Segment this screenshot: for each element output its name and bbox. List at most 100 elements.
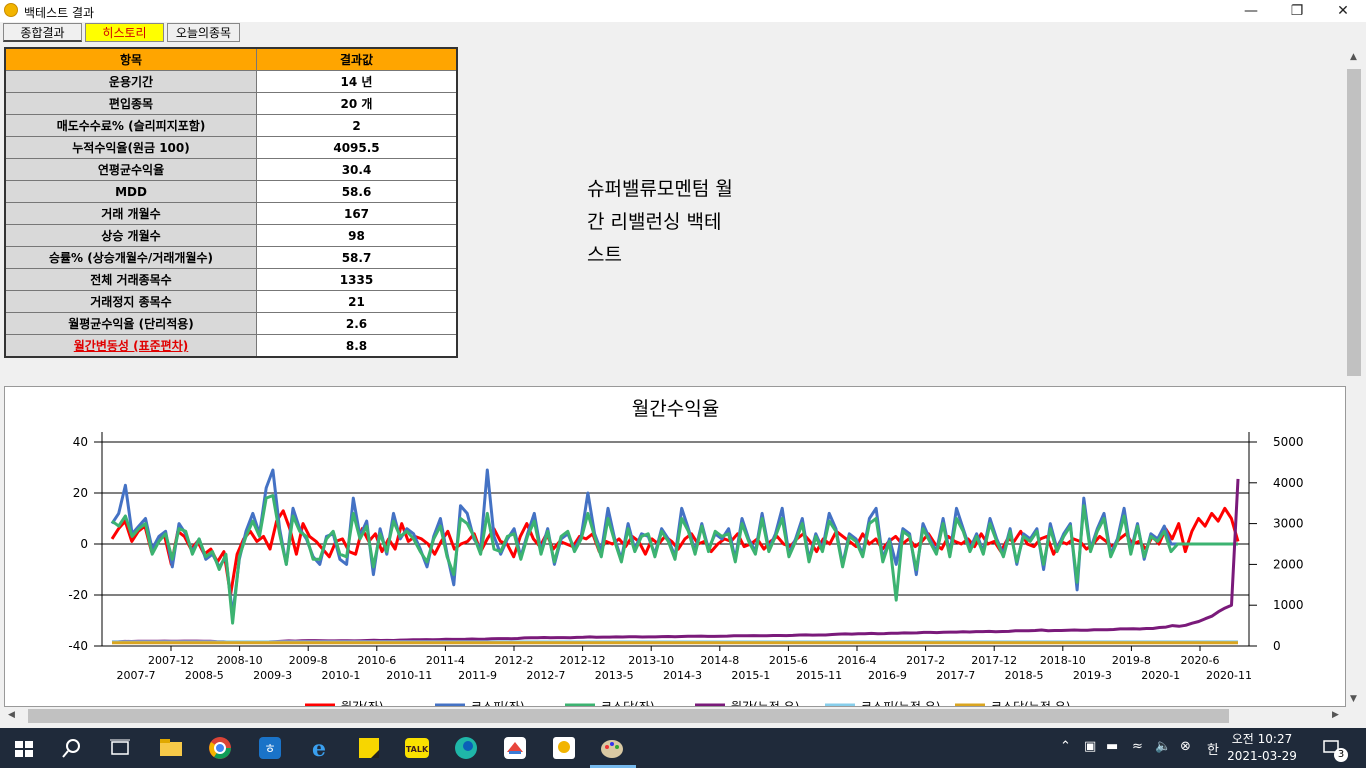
hancom-icon[interactable]: ㅎ	[256, 734, 284, 762]
paint-icon[interactable]	[598, 734, 626, 762]
x-tick-label: 2015-11	[796, 669, 842, 682]
x-tick-label: 2015-6	[769, 654, 808, 667]
row-key: 거래 개월수	[4, 202, 257, 225]
row-key: 편입종목	[4, 92, 257, 115]
x-tick-label: 2013-5	[595, 669, 634, 682]
legend-label: 코스피(좌)	[471, 700, 525, 706]
table-row: 상승 개월수 98	[4, 224, 458, 247]
notification-icon[interactable]	[1322, 738, 1342, 758]
kakaotalk-icon[interactable]: TALK	[403, 734, 431, 762]
x-tick-label: 2012-12	[560, 654, 606, 667]
tab-summary[interactable]: 종합결과	[3, 23, 82, 42]
legend-label: 코스피(누적,우)	[861, 700, 940, 706]
x-tick-label: 2015-1	[731, 669, 770, 682]
y-tick-label-left: 0	[80, 537, 88, 551]
clock[interactable]: 오전 10:27 2021-03-29	[1226, 731, 1298, 765]
volume-icon[interactable]: 🔈	[1155, 739, 1172, 754]
ime-indicator[interactable]: 한	[1207, 743, 1219, 758]
x-tick-label: 2011-4	[426, 654, 465, 667]
chart-svg: 월간수익율 40 20 0 -20 -40 5000 4000 3000 2000 1000 0 200…	[68, 398, 1304, 706]
sticky-notes-icon[interactable]	[355, 734, 383, 762]
svg-text:e: e	[312, 736, 326, 762]
x-tick-label: 2010-1	[321, 669, 360, 682]
scroll-up-icon[interactable]: ▲	[1350, 52, 1357, 62]
scroll-right-icon[interactable]: ▶	[1332, 710, 1339, 720]
backtest-app-icon[interactable]	[550, 734, 578, 762]
start-icon[interactable]	[10, 734, 38, 762]
table-row: 매도수수료% (슬리피지포함) 2	[4, 114, 458, 137]
x-tick-label: 2009-8	[289, 654, 328, 667]
row-key: MDD	[4, 180, 257, 203]
minimize-icon[interactable]: —	[1244, 3, 1258, 19]
clock-date: 2021-03-29	[1227, 749, 1297, 763]
internet-explorer-icon[interactable]: e	[305, 734, 333, 762]
series-line	[110, 506, 1240, 597]
chart-title: 월간수익율	[632, 398, 719, 420]
tab-today-stocks[interactable]: 오늘의종목	[167, 23, 240, 42]
legend-label: 월간(좌)	[341, 700, 383, 706]
x-tick-label: 2019-8	[1112, 654, 1151, 667]
vertical-scroll-thumb[interactable]	[1347, 69, 1361, 376]
table-row: 누적수익율(원금 100) 4095.5	[4, 136, 458, 159]
battery-icon[interactable]: ▬	[1106, 739, 1119, 754]
row-key-link[interactable]: 월간변동성 (표준편차)	[4, 334, 257, 358]
row-value: 2.6	[256, 312, 458, 335]
close-icon[interactable]: ✕	[1337, 3, 1349, 19]
row-value: 30.4	[256, 158, 458, 181]
row-key: 전체 거래종목수	[4, 268, 257, 291]
table-row: 연평균수익율 30.4	[4, 158, 458, 181]
y-tick-label-right: 3000	[1273, 517, 1304, 531]
y-tick-label-left: 40	[73, 435, 88, 449]
wifi-icon[interactable]: ≈	[1132, 739, 1143, 754]
row-key: 연평균수익율	[4, 158, 257, 181]
row-value: 20 개	[256, 92, 458, 115]
row-value: 1335	[256, 268, 458, 291]
scroll-down-icon[interactable]: ▼	[1350, 694, 1357, 704]
table-row: 운용기간 14 년	[4, 70, 458, 93]
y-tick-label-right: 5000	[1273, 435, 1304, 449]
row-key: 월평균수익율 (단리적용)	[4, 312, 257, 335]
chrome-icon[interactable]	[206, 734, 234, 762]
task-view-icon[interactable]	[106, 734, 134, 762]
x-tick-label: 2012-2	[495, 654, 534, 667]
app-icon	[4, 3, 18, 17]
meet-now-icon[interactable]: ▣	[1084, 739, 1097, 754]
show-hidden-icons-icon[interactable]: ⌃	[1060, 739, 1071, 754]
description-line: 스트	[587, 244, 622, 266]
svg-text:TALK: TALK	[406, 745, 429, 754]
scroll-left-icon[interactable]: ◀	[8, 710, 15, 720]
x-tick-label: 2011-9	[458, 669, 497, 682]
description-line: 슈퍼밸류모멘텀 월	[587, 178, 733, 200]
table-row: 전체 거래종목수 1335	[4, 268, 458, 291]
row-value: 14 년	[256, 70, 458, 93]
y-tick-label-right: 1000	[1273, 598, 1304, 612]
table-row: MDD 58.6	[4, 180, 458, 203]
y-tick-label-right: 2000	[1273, 557, 1304, 571]
monthly-return-chart: 월간수익율 40 20 0 -20 -40 5000 4000 3000 2000 1000 0 200…	[4, 386, 1346, 707]
app-pinned-icon[interactable]	[501, 734, 529, 762]
x-tick-label: 2009-3	[253, 669, 292, 682]
x-tick-label: 2020-6	[1181, 654, 1220, 667]
search-icon[interactable]	[58, 734, 86, 762]
row-value: 4095.5	[256, 136, 458, 159]
summary-table: 항목 결과값 운용기간 14 년 편입종목 20 개 매도수수료% (슬리피지포함)…	[4, 47, 458, 358]
tab-history[interactable]: 히스토리	[85, 23, 164, 42]
file-explorer-icon[interactable]	[157, 734, 185, 762]
legend-label: 코스닥(누적,우)	[991, 700, 1070, 706]
active-app-indicator	[590, 765, 636, 768]
x-tick-label: 2014-3	[663, 669, 702, 682]
x-tick-label: 2017-2	[906, 654, 945, 667]
row-value: 58.7	[256, 246, 458, 269]
x-tick-label: 2013-10	[628, 654, 674, 667]
row-value: 98	[256, 224, 458, 247]
row-value: 58.6	[256, 180, 458, 203]
table-row: 승률% (상승개월수/거래개월수) 58.7	[4, 246, 458, 269]
row-value: 21	[256, 290, 458, 313]
edge-icon[interactable]	[452, 734, 480, 762]
muted-icon[interactable]: ⊗	[1180, 739, 1191, 754]
restore-icon[interactable]: ❐	[1290, 3, 1304, 19]
tab-bar: 종합결과 히스토리 오늘의종목	[0, 22, 1346, 44]
table-row: 월평균수익율 (단리적용) 2.6	[4, 312, 458, 335]
horizontal-scroll-thumb[interactable]	[28, 709, 1229, 723]
window-title: 백테스트 결과	[24, 6, 95, 20]
